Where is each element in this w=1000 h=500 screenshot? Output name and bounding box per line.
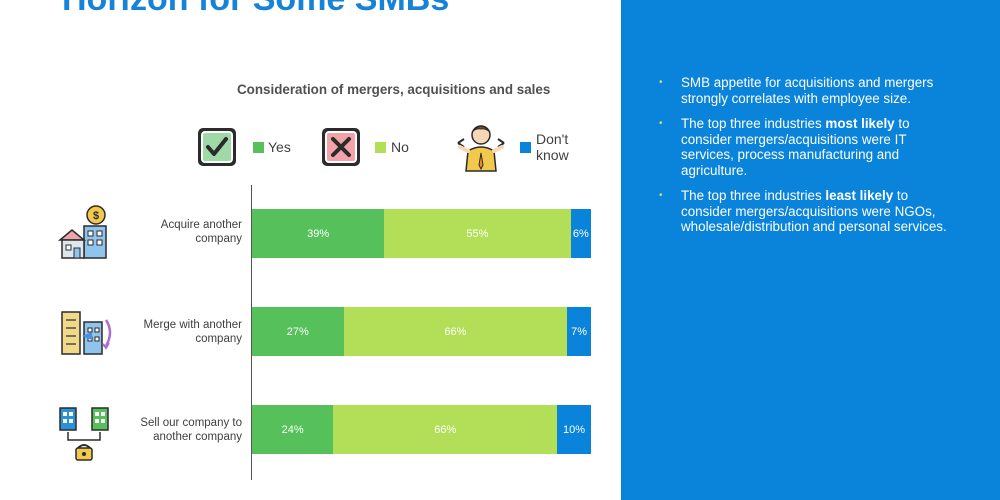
data-label-no: 66% [434, 423, 457, 436]
data-label-no: 55% [466, 227, 489, 240]
legend-swatch-yes [253, 142, 264, 153]
insight-text: The top three industries least likely to… [681, 188, 947, 234]
insights-list: • SMB appetite for acquisitions and merge… [659, 75, 959, 245]
bar-segment-yes [252, 405, 334, 454]
bar-segment-no [333, 405, 558, 454]
insight-run: SMB appetite for acquisitions and merger… [681, 75, 934, 106]
insights-panel: • SMB appetite for acquisitions and merge… [621, 0, 1000, 500]
insight-item: • The top three industries most likely to… [659, 116, 959, 178]
data-label-dont-know: 6% [572, 227, 589, 240]
insight-run: to consider mergers/acquisitions were IT… [681, 116, 910, 178]
row-label-acquire: Acquire another company [160, 219, 242, 245]
bar-segment-yes [252, 307, 344, 356]
chart-axis [251, 185, 252, 480]
legend-swatch-dont-know [520, 142, 531, 153]
data-label-yes: 27% [286, 325, 309, 338]
chart-title: Consideration of mergers, acquisitions a… [237, 82, 551, 97]
bar-row-merge: 27% 66% 7% [252, 307, 591, 356]
insight-text: SMB appetite for acquisitions and merger… [681, 75, 933, 106]
insight-text: The top three industries most likely to … [681, 116, 910, 178]
data-label-dont-know: 10% [563, 423, 586, 436]
legend-label-dont-know: Don't know [536, 131, 569, 163]
page-title: Horizon for Some SMBs [62, 0, 449, 19]
merge-buildings-icon [61, 311, 112, 355]
bullet-dot-icon: • [659, 118, 663, 129]
legend-label-no: No [391, 139, 409, 155]
row-label-sell: Sell our company to another company [140, 417, 242, 443]
bar-row-acquire: 39% 55% 6% [252, 209, 591, 258]
checkbox-x-icon [322, 128, 360, 166]
bar-segment-no [343, 307, 568, 356]
data-label-dont-know: 7% [571, 325, 588, 338]
insight-item: • SMB appetite for acquisitions and merge… [659, 75, 959, 106]
data-label-yes: 39% [307, 227, 330, 240]
data-label-yes: 24% [281, 423, 304, 436]
legend-swatch-no [375, 142, 386, 153]
insight-run: to consider mergers/acquisitions were NG… [681, 188, 947, 234]
insight-item: • The top three industries least likely t… [659, 188, 959, 235]
bar-segment-yes [252, 209, 385, 258]
sell-company-icon [59, 407, 109, 461]
shrugging-person-icon [457, 125, 505, 172]
checkbox-check-icon [198, 128, 236, 166]
buildings-dollar-icon: $ [57, 205, 107, 259]
insight-run: The top three industries [681, 188, 826, 203]
row-label-merge: Merge with another company [143, 319, 242, 345]
legend-label-yes: Yes [268, 139, 291, 155]
bar-segment-no [384, 209, 571, 258]
svg-text:$: $ [93, 210, 99, 222]
bar-row-sell: 24% 66% 10% [252, 405, 591, 454]
bullet-dot-icon: • [659, 77, 663, 88]
insight-emphasis: most likely [825, 116, 895, 131]
insight-emphasis: least likely [825, 188, 894, 203]
bar-segment-dont-know [570, 209, 591, 258]
bullet-dot-icon: • [659, 190, 663, 201]
bar-segment-dont-know [557, 405, 591, 454]
insight-run: The top three industries [681, 116, 826, 131]
bar-segment-dont-know [567, 307, 591, 356]
data-label-no: 66% [444, 325, 467, 338]
